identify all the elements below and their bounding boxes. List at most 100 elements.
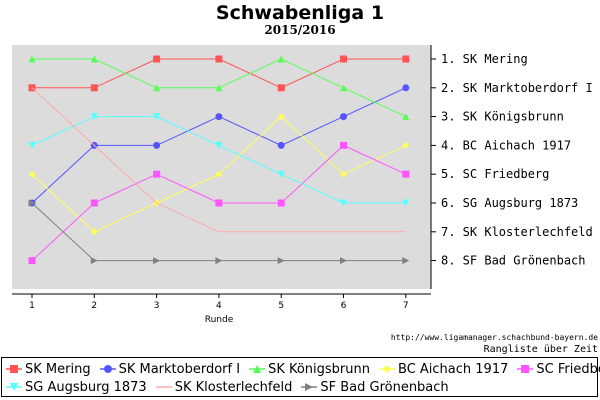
data-point: [402, 199, 410, 207]
data-point: [90, 228, 98, 236]
legend-swatch: [6, 383, 22, 391]
legend-row: SG Augsburg 1873 SK Klosterlechfeld SF Bad…: [6, 378, 458, 396]
legend-label: SK Klosterlechfeld: [174, 379, 293, 395]
legend-swatch: [379, 365, 395, 373]
data-point: [340, 257, 347, 265]
data-point: [340, 199, 347, 207]
data-point: [277, 199, 285, 207]
legend-label: SC Friedberg: [536, 361, 600, 377]
data-point: [277, 55, 285, 63]
legend-swatch-marker: [305, 383, 314, 391]
data-point: [402, 170, 410, 178]
rank-label: 6. SG Augsburg 1873: [441, 196, 578, 210]
plot-background: [12, 45, 431, 289]
series-line: [31, 87, 406, 233]
data-point: [28, 141, 36, 149]
legend-swatch-marker: [521, 365, 530, 373]
data-point: [153, 55, 161, 63]
data-point: [215, 170, 223, 178]
data-point: [402, 113, 410, 121]
data-point: [277, 113, 285, 121]
legend-swatch-marker: [253, 365, 262, 373]
x-tick-label: 1: [29, 301, 35, 311]
data-point: [277, 141, 285, 149]
data-point: [28, 55, 36, 63]
rank-label: 3. SK Königsbrunn: [441, 110, 564, 124]
data-point: [402, 84, 410, 92]
rank-labels: 1. SK Mering 2. SK Marktoberdorf I 3. SK K…: [431, 52, 593, 268]
data-point: [277, 84, 285, 92]
legend-label: SK Mering: [25, 361, 91, 377]
data-point: [402, 141, 410, 149]
data-point: [28, 199, 36, 207]
x-tick-label: 2: [91, 301, 97, 311]
legend-swatch-marker: [10, 365, 18, 373]
data-point: [277, 257, 285, 265]
chart-subtitle: 2015/2016: [264, 23, 336, 37]
legend-swatch: [301, 383, 318, 391]
data-point: [90, 55, 98, 63]
data-point: [215, 257, 223, 265]
data-point: [90, 257, 98, 265]
x-axis-ticks: 1 2 3 4 5 6 7: [29, 294, 409, 311]
legend-label: SK Marktoberdorf I: [118, 361, 241, 377]
legend-item: SG Augsburg 1873: [6, 380, 147, 395]
legend-label: SK Königsbrunn: [268, 361, 370, 377]
legend: SK Mering SK Marktoberdorf I SK Königsbrun…: [1, 357, 600, 397]
data-point: [340, 55, 347, 63]
legend-swatch: [249, 365, 266, 373]
data-point: [277, 170, 285, 178]
legend-swatch: [155, 386, 172, 388]
legend-item: SF Bad Grönenbach: [301, 380, 449, 395]
rank-label: 7. SK Klosterlechfeld: [441, 225, 593, 239]
legend-item: SK Klosterlechfeld: [155, 379, 293, 395]
rank-label: 2. SK Marktoberdorf I: [441, 81, 593, 95]
ranking-caption: Rangliste über Zeit: [483, 344, 598, 355]
legend-item: BC Aichach 1917: [379, 362, 508, 377]
data-point: [215, 84, 223, 92]
data-point: [340, 141, 347, 149]
data-point: [215, 113, 223, 121]
source-url: http://www.ligamanager.schachbund-bayern…: [390, 333, 598, 342]
legend-swatch-marker: [10, 383, 18, 391]
legend-row: SK Mering SK Marktoberdorf I SK Königsbrun…: [6, 360, 600, 378]
data-point: [215, 199, 223, 207]
data-point: [340, 170, 347, 178]
x-tick-label: 3: [154, 301, 160, 311]
data-point: [402, 55, 410, 63]
legend-swatch: [517, 365, 534, 373]
data-point: [402, 257, 410, 265]
rank-label: 5. SC Friedberg: [441, 167, 549, 181]
data-point: [90, 84, 98, 92]
legend-item: SC Friedberg: [517, 362, 600, 377]
legend-item: SK Königsbrunn: [249, 362, 370, 377]
legend-swatch-marker: [383, 365, 391, 373]
data-point: [153, 141, 161, 149]
rank-label: 8. SF Bad Grönenbach: [441, 254, 586, 268]
legend-swatch-marker: [103, 365, 112, 373]
data-point: [340, 84, 347, 92]
series-layer: [28, 55, 410, 265]
data-point: [28, 170, 36, 178]
data-point: [153, 170, 161, 178]
x-axis-label: Runde: [205, 315, 234, 325]
data-point: [215, 55, 223, 63]
data-point: [340, 113, 347, 121]
legend-swatch: [6, 365, 22, 373]
x-tick-label: 4: [216, 301, 222, 311]
data-point: [153, 257, 161, 265]
rank-label: 1. SK Mering: [441, 52, 528, 66]
x-tick-label: 7: [403, 301, 409, 311]
data-point: [153, 84, 161, 92]
data-point: [153, 113, 161, 121]
data-point: [90, 113, 98, 121]
data-point: [215, 141, 223, 149]
legend-item: SK Mering: [6, 362, 91, 377]
chart-title: Schwabenliga 1: [215, 2, 385, 24]
legend-item: SK Marktoberdorf I: [99, 361, 241, 377]
rank-label: 4. BC Aichach 1917: [441, 138, 571, 152]
x-tick-label: 6: [341, 301, 347, 311]
data-point: [28, 257, 36, 265]
x-tick-label: 5: [278, 301, 284, 311]
